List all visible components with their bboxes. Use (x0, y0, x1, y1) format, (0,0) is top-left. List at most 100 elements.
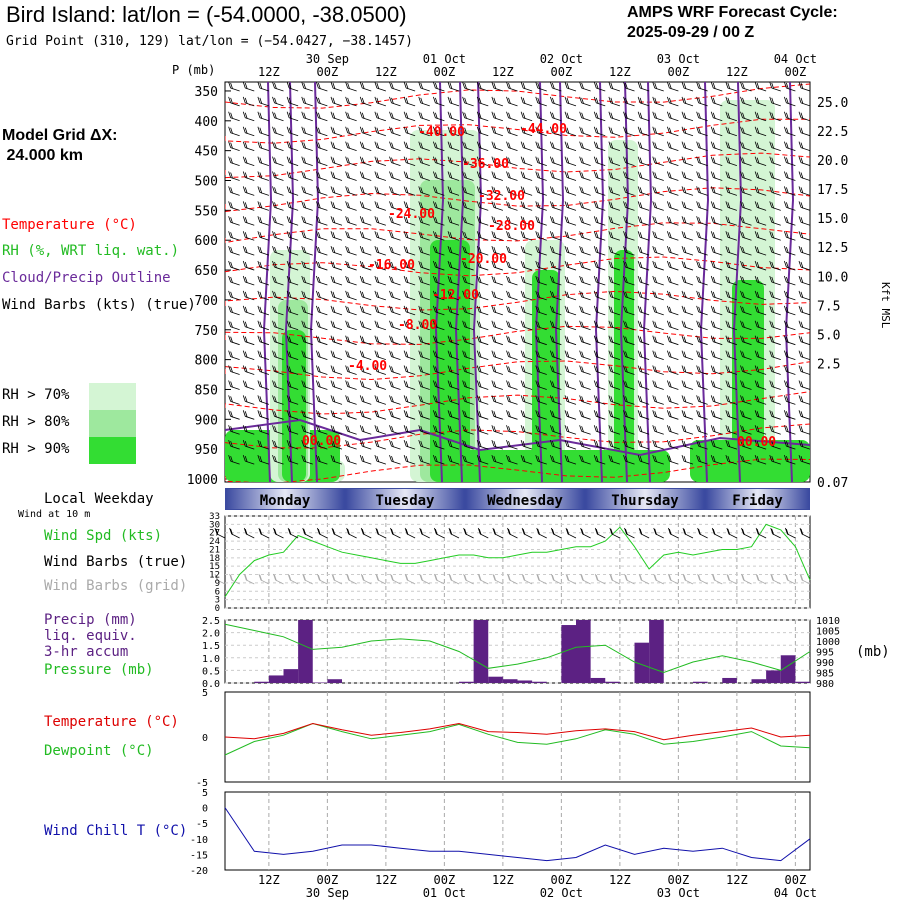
wind-barb (798, 275, 810, 286)
wind-barb (491, 425, 504, 435)
wind-barb (666, 216, 679, 226)
wind-barb (637, 246, 650, 256)
wind-barb-true (667, 527, 679, 539)
wind-barb (403, 275, 416, 286)
wind-barb (330, 186, 343, 196)
legend-rh: RH (%, WRT liq. wat.) (2, 243, 180, 259)
wind-barb (798, 305, 810, 316)
wind-barb-grid (375, 573, 387, 585)
wind-barb (754, 216, 767, 226)
wind-barb (549, 454, 562, 465)
wind-barb (710, 395, 723, 405)
wind-barb (462, 201, 474, 211)
wind-barb (330, 454, 343, 465)
precip-bar (751, 679, 767, 683)
wind-barb (462, 410, 474, 420)
wind-barb (286, 260, 299, 271)
wind-barb (389, 440, 401, 450)
wind-barb (608, 350, 621, 360)
wind-barb (740, 96, 752, 107)
wind-barb (623, 380, 635, 390)
wind-barb (623, 275, 635, 286)
pressure-tick-label: 980 (816, 679, 834, 690)
wind-barb (754, 126, 767, 137)
pressure-tick-label: 700 (195, 294, 218, 309)
wind-barb (462, 395, 474, 405)
wind-barb (345, 320, 357, 331)
wind-barb (754, 410, 767, 420)
wind-barb (798, 365, 810, 375)
wind-barb (593, 320, 606, 331)
pressure-tick-label: 990 (816, 658, 834, 669)
wind-barb (608, 186, 621, 196)
wind-barb (389, 320, 401, 331)
wind-barb (783, 395, 796, 405)
wind-barb (725, 305, 738, 316)
pressure-tick-label: 350 (195, 85, 218, 100)
wind-barb (389, 380, 401, 390)
pressure-tick-label: 900 (195, 413, 218, 428)
wind-barb (783, 335, 796, 346)
wind-barb-grid (258, 573, 270, 585)
wind-barb-true (419, 527, 430, 539)
wind-barb (286, 171, 299, 181)
wind-barb (549, 350, 562, 360)
wind-barb (257, 82, 270, 92)
precip-bar (312, 682, 328, 683)
cloud-outline (594, 82, 605, 482)
wind-barb (462, 96, 474, 107)
legend-temperature: Temperature (°C) (2, 217, 137, 233)
wind-barb (286, 96, 299, 107)
wind-barb (637, 305, 650, 316)
wind-barb (725, 111, 738, 122)
wind-barb (769, 156, 781, 166)
wind-barb (652, 320, 664, 331)
wind-barb (783, 171, 796, 181)
wind-tick-label: 27 (209, 529, 220, 539)
wind-barb (710, 82, 723, 92)
pressure-tick-label: 750 (195, 324, 218, 339)
wind-barb (593, 395, 606, 405)
wind-barb-grid (550, 573, 562, 585)
wind-barb (564, 156, 577, 166)
wind-barb (491, 454, 504, 465)
wind-barb-grid (726, 573, 738, 585)
wind-barb (623, 260, 635, 271)
wind-barb (520, 260, 533, 271)
wind-barb (359, 82, 372, 92)
wind-barb (403, 171, 416, 181)
chill-tick-label: -5 (196, 819, 208, 830)
wind-barb (447, 454, 460, 465)
wind-barb (637, 425, 650, 435)
wind-barb (681, 335, 694, 346)
wind-barb (593, 275, 606, 286)
wind-barb (491, 440, 504, 450)
wind-barb-grid (390, 573, 401, 585)
wind-barb (462, 82, 474, 92)
wind-barb (623, 171, 635, 181)
wind-barb (432, 380, 445, 390)
wind-barb (315, 335, 328, 346)
wind-barb (447, 246, 460, 256)
wind-barb (462, 335, 474, 346)
wind-barb (769, 410, 781, 420)
wind-barb (447, 126, 460, 137)
wind-barb (769, 290, 781, 301)
wind-barb (666, 111, 679, 122)
wind-barb (476, 141, 489, 152)
wind-barb (374, 320, 387, 331)
wind-barb (403, 82, 416, 92)
wind-barb (783, 290, 796, 301)
wind-barb (330, 126, 343, 137)
wind-barb (432, 186, 445, 196)
wind-barb (374, 216, 387, 226)
wind-barb (783, 82, 796, 92)
wind-barb (593, 156, 606, 166)
wind-barb-grid (799, 573, 811, 585)
wind-barb (359, 246, 372, 256)
wind-barb (710, 186, 723, 196)
temperature-contour (225, 391, 810, 415)
wind-barb (564, 275, 577, 286)
wind-barb (593, 231, 606, 241)
wind-barb (652, 454, 664, 465)
